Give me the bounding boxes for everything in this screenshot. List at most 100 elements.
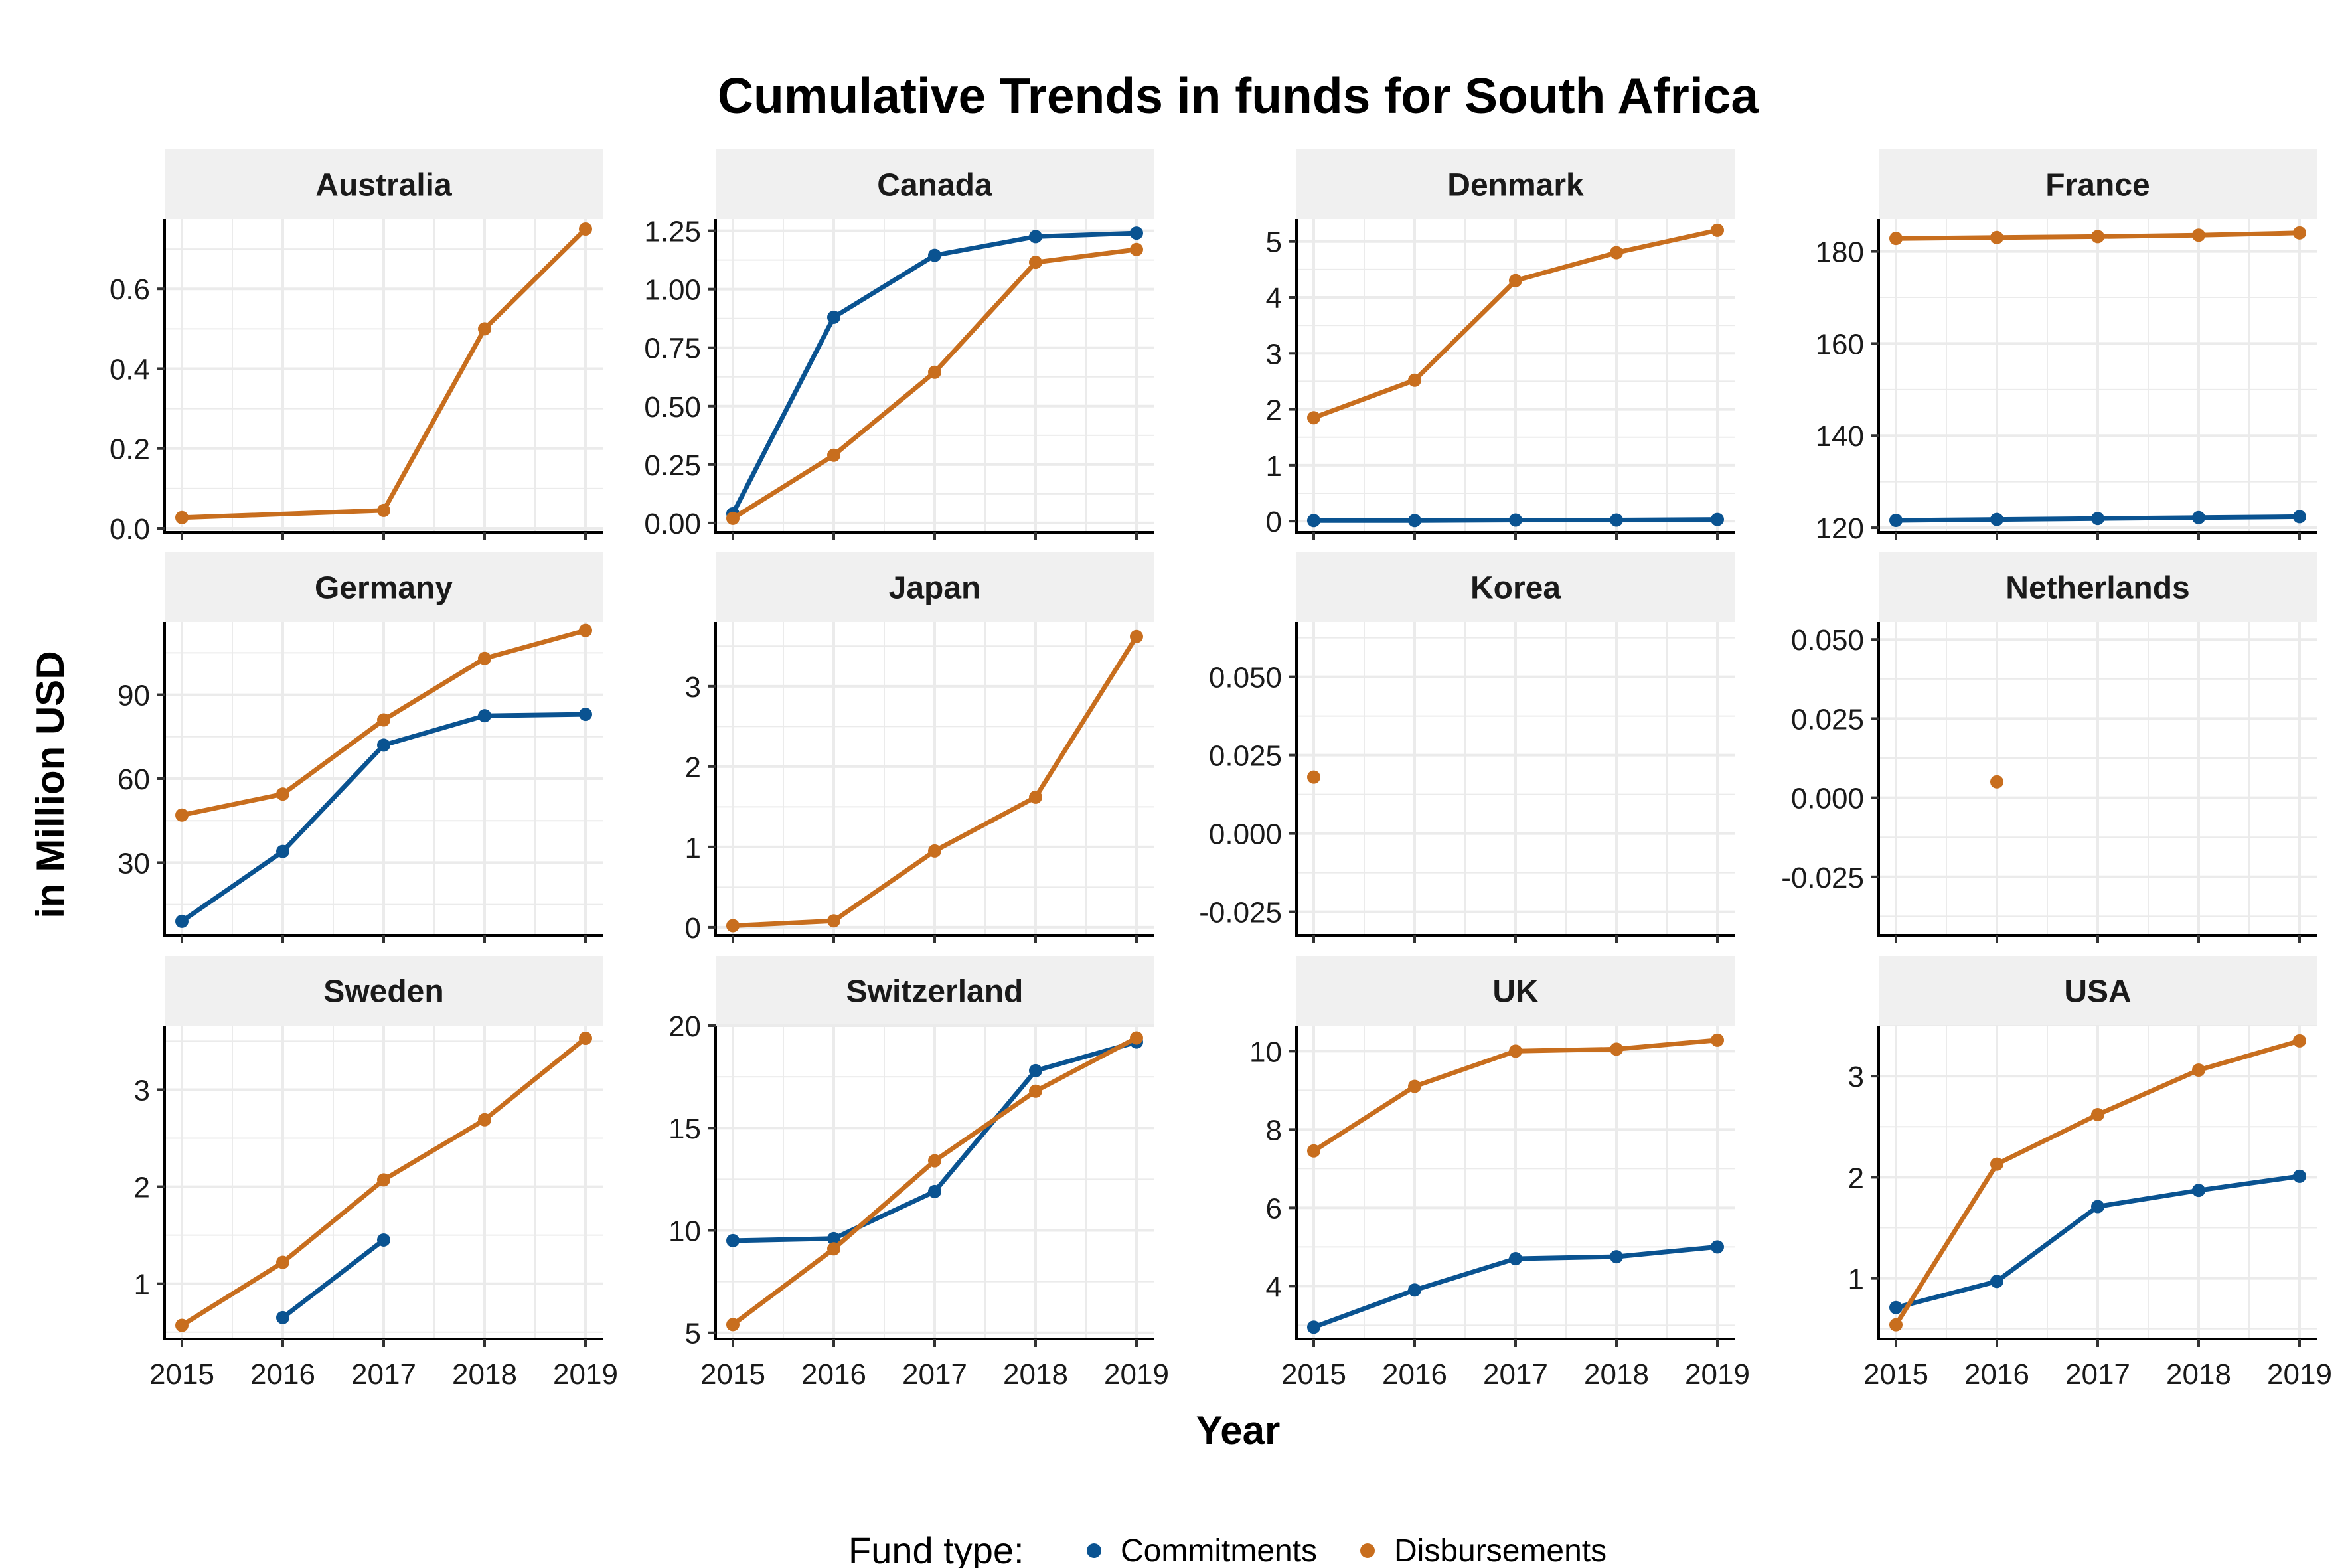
disbursements-point: [2192, 1063, 2205, 1077]
disbursements-point: [2293, 1034, 2306, 1048]
y-tick-label: 1.25: [644, 216, 701, 248]
commitments-point: [1408, 514, 1421, 528]
disbursements-point: [175, 1318, 189, 1332]
x-tick-label: 2016: [801, 1358, 866, 1391]
y-tick-label: 20: [668, 1010, 701, 1043]
disbursements-point: [1130, 242, 1143, 256]
disbursements-point: [1509, 274, 1522, 287]
commitments-point: [1990, 512, 2003, 526]
x-tick-label: 2015: [149, 1358, 214, 1391]
strip-label: Denmark: [1447, 168, 1584, 203]
disbursements-line: [179, 226, 588, 520]
x-axis-title: Year: [1196, 1408, 1281, 1452]
panel-usa: USA 1 2 3 2015 2016 2017 2018 2019: [1848, 956, 2332, 1391]
y-tick-label: 0: [685, 912, 701, 945]
disbursements-point: [478, 322, 491, 336]
x-tick-label: 2015: [700, 1358, 765, 1391]
strip-usa: [1879, 956, 2317, 1026]
disbursements-point: [1990, 1157, 2003, 1171]
y-tick-label: 0.000: [1791, 783, 1864, 815]
strip-switzerland: [716, 956, 1154, 1026]
commitments-point: [1711, 512, 1724, 526]
y-tick-label: 180: [1816, 236, 1864, 269]
disbursements-point: [1990, 775, 2003, 789]
y-tick-label: 140: [1816, 420, 1864, 453]
strip-label: Netherlands: [2005, 571, 2189, 606]
disbursements-point: [726, 511, 740, 525]
disbursements-point: [579, 222, 592, 236]
legend-title: Fund type:: [848, 1529, 1024, 1568]
legend-key-commitments: [1087, 1543, 1101, 1558]
strip-japan: [716, 552, 1154, 622]
disbursements-point: [1990, 230, 2003, 244]
y-tick-label: 5: [685, 1318, 701, 1350]
disbursements-point: [1408, 1079, 1421, 1093]
disbursements-point: [276, 1255, 289, 1269]
panel-canada: Canada 0.00 0.25 0.50 0.75 1.00 1.25: [644, 149, 1154, 540]
commitments-point: [478, 709, 491, 723]
x-tick-label: 2019: [2267, 1358, 2332, 1391]
panel-japan: Japan 0 1 2 3: [685, 552, 1154, 945]
disbursements-point: [1711, 1033, 1724, 1047]
strip-denmark: [1296, 149, 1735, 219]
disbursements-point: [1610, 1042, 1623, 1056]
strip-korea: [1296, 552, 1735, 622]
y-tick-label: -0.025: [1781, 862, 1864, 894]
y-tick-label: 3: [1848, 1061, 1864, 1093]
disbursements-point: [827, 914, 840, 928]
disbursements-point: [1509, 1044, 1522, 1058]
commitments-point: [1990, 1275, 2003, 1289]
commitments-point: [726, 1233, 740, 1247]
disbursements-point: [928, 1154, 941, 1168]
panel-denmark: Denmark 0 1 2 3 4 5: [1266, 149, 1735, 540]
y-tick-label: 0: [1266, 506, 1282, 538]
commitments-line: [280, 1237, 386, 1320]
disbursements-point: [726, 919, 740, 933]
commitments-point: [377, 738, 390, 752]
y-tick-label: 1: [685, 832, 701, 864]
disbursements-point: [1307, 411, 1320, 425]
y-tick-label: 0.050: [1209, 662, 1282, 694]
commitments-point: [928, 1184, 941, 1198]
y-tick-label: 0.025: [1209, 740, 1282, 773]
commitments-point: [2091, 512, 2104, 526]
y-tick-label: 10: [1249, 1036, 1282, 1068]
y-tick-label: 0.6: [110, 274, 150, 306]
legend-key-disbursements: [1360, 1543, 1375, 1558]
commitments-point: [1029, 1063, 1042, 1077]
disbursements-point: [1130, 1031, 1143, 1045]
commitments-point: [1889, 513, 1903, 527]
disbursements-point: [175, 808, 189, 822]
chart-title: Cumulative Trends in funds for South Afr…: [718, 68, 1759, 123]
y-tick-label: 1: [1266, 450, 1282, 483]
strip-label: Australia: [315, 168, 452, 203]
strip-label: Korea: [1470, 571, 1561, 606]
y-tick-label: 0.25: [644, 449, 701, 482]
disbursements-point: [377, 713, 390, 727]
y-tick-label: 1: [1848, 1263, 1864, 1296]
y-tick-label: 0.025: [1791, 703, 1864, 736]
disbursements-point: [2293, 226, 2306, 240]
strip-label: Sweden: [323, 975, 443, 1010]
disbursements-point: [1889, 232, 1903, 246]
y-tick-label: 0.2: [110, 433, 150, 466]
commitments-point: [579, 708, 592, 722]
y-tick-label: 2: [1848, 1162, 1864, 1194]
commitments-point: [1610, 1250, 1623, 1264]
facet-panels: Australia 0.0 0.2 0.4 0.6 Canada 0.00 0.25 0.50 0…: [110, 149, 2332, 1391]
commitments-point: [2192, 1184, 2205, 1198]
y-tick-label: 0.00: [644, 508, 701, 540]
disbursements-point: [1029, 256, 1042, 270]
y-tick-label: 2: [685, 751, 701, 784]
y-tick-label: 0.0: [110, 513, 150, 546]
strip-label: France: [2045, 168, 2150, 203]
strip-label: USA: [2064, 975, 2131, 1010]
y-tick-label: 6: [1266, 1192, 1282, 1225]
y-tick-label: 1.00: [644, 274, 701, 307]
commitments-point: [1307, 514, 1320, 528]
strip-netherlands: [1879, 552, 2317, 622]
disbursements-point: [1408, 373, 1421, 387]
panel-korea: Korea -0.025 0.000 0.025 0.050: [1199, 552, 1735, 943]
disbursements-point: [1307, 1144, 1320, 1158]
commitments-point: [928, 248, 941, 262]
